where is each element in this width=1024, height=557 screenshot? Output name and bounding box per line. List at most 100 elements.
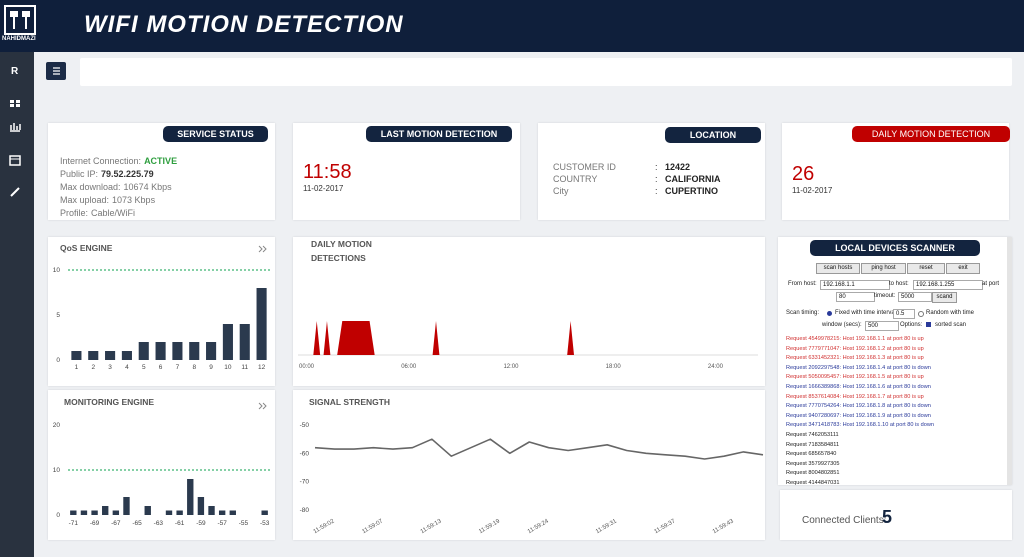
status-row: Max download: 10674 Kbps <box>60 182 172 192</box>
status-label: Public IP: <box>60 169 99 179</box>
scanner-button[interactable]: exit <box>946 263 980 274</box>
scanner-card: scan hosts ping host reset exit From host: 19… <box>778 237 1012 485</box>
scanner-button[interactable]: scan hosts <box>816 263 860 274</box>
bar <box>206 342 217 360</box>
y-tick-label: -50 <box>300 422 310 429</box>
location-label: COUNTRY <box>553 174 598 184</box>
x-tick-label: -65 <box>132 520 142 527</box>
bar <box>88 351 99 360</box>
port-input[interactable]: 80 <box>836 292 875 302</box>
sidebar-icons[interactable] <box>9 98 23 228</box>
host-input[interactable]: 192.168.1.1 <box>820 280 890 290</box>
bar <box>123 497 130 515</box>
log-line: Request 9407280697: Host 192.168.1.9 at … <box>786 412 931 419</box>
bar <box>187 479 194 515</box>
status-value: 10674 Kbps <box>123 182 172 192</box>
chart: 00:00 06:00 12:00 18:00 24:00 <box>298 321 758 370</box>
app-title: WIFI MOTION DETECTION <box>84 11 404 38</box>
chart-title: QoS ENGINE <box>60 243 113 253</box>
clients-value: 5 <box>882 507 893 527</box>
x-tick-label: 5 <box>142 364 146 371</box>
status-value: 79.52.225.79 <box>101 169 154 179</box>
bar <box>144 506 151 515</box>
logo-text: NAHIDMAZI <box>2 36 36 42</box>
status-row: Profile: Cable/WiFi <box>60 208 135 218</box>
log-line: Request 5050095457: Host 192.168.1.5 at … <box>786 374 924 381</box>
log-line: Request 7770754264: Host 192.168.1.8 at … <box>786 403 931 410</box>
collapse-icon[interactable] <box>258 245 268 253</box>
line <box>314 438 764 460</box>
y-tick-label: 5 <box>56 312 60 319</box>
x-tick-label: 11:59:24 <box>527 518 550 535</box>
bar <box>71 351 82 360</box>
x-tick-label: -71 <box>69 520 79 527</box>
checkbox[interactable] <box>926 322 931 327</box>
x-tick-label: 2 <box>91 364 95 371</box>
sidebar: R <box>0 52 34 557</box>
location-separator: : <box>655 162 658 172</box>
log-line: Request 8004802851 <box>786 470 840 477</box>
status-label: Profile: <box>60 208 89 218</box>
log-line: Request 6331452321: Host 192.168.1.3 at … <box>786 355 924 362</box>
form-label: at port <box>982 281 1000 287</box>
radio[interactable] <box>918 311 924 317</box>
log-line: Request 2092297548: Host 192.168.1.4 at … <box>786 364 931 371</box>
x-tick-label: 11:59:19 <box>478 518 501 535</box>
form-label: sorted scan <box>935 322 967 328</box>
status-label: Internet Connection: <box>60 156 142 166</box>
log-line: Request 685657840 <box>786 451 837 458</box>
menu-button[interactable] <box>46 62 66 80</box>
sidebar-letter[interactable]: R <box>11 66 19 77</box>
qos-card: QoS ENGINE 0 5 10 1 2 3 4 5 6 7 8 9 10 11 12 <box>48 237 275 386</box>
timeout-input[interactable]: 5000 <box>898 292 932 302</box>
chart-title: MONITORING ENGINE <box>64 397 155 407</box>
card-badge: LOCAL DEVICES SCANNER <box>810 240 980 256</box>
daily-motion-date: 11-02-2017 <box>792 186 833 195</box>
x-tick-label: -53 <box>260 520 270 527</box>
bar <box>91 510 98 515</box>
interval-input[interactable]: 0.5 <box>893 309 915 319</box>
last-motion-date: 11-02-2017 <box>303 184 344 193</box>
x-tick-label: -61 <box>175 520 185 527</box>
x-tick-label: 11:59:13 <box>420 518 443 535</box>
header: NAHIDMAZI WIFI MOTION DETECTION <box>0 0 1024 52</box>
status-label: Max download: <box>60 182 121 192</box>
y-tick-label: -60 <box>300 450 310 457</box>
log-line: Request 3579927305 <box>786 460 840 467</box>
x-tick-label: 11:59:43 <box>712 518 735 535</box>
y-tick-label: 0 <box>56 512 60 519</box>
window-input[interactable]: 500 <box>865 321 899 331</box>
location-value: 12422 <box>665 162 691 172</box>
scanner-button[interactable]: ping host <box>861 263 906 274</box>
monitoring-card: MONITORING ENGINE 0 10 20 -71 -69 -67 -65 -63 -6… <box>48 390 275 540</box>
scan-button[interactable]: scand <box>932 292 957 303</box>
x-tick-label: 18:00 <box>606 364 622 370</box>
scrollbar[interactable] <box>1007 237 1012 485</box>
x-tick-label: 11:59:31 <box>595 518 618 535</box>
scanner-button[interactable]: reset <box>907 263 945 274</box>
search-bar[interactable] <box>80 58 1012 86</box>
bar <box>197 497 205 515</box>
bar <box>105 351 116 360</box>
x-tick-label: 1 <box>75 364 79 371</box>
card-badge: LAST MOTION DETECTION <box>366 126 512 142</box>
bar <box>172 342 183 360</box>
log-line: Request 7779771047: Host 192.168.1.2 at … <box>786 345 924 352</box>
location-value: CUPERTINO <box>665 186 719 196</box>
x-tick-label: 11 <box>241 364 248 371</box>
x-tick-label: 7 <box>176 364 180 371</box>
x-tick-label: 9 <box>209 364 213 371</box>
x-tick-label: -55 <box>239 520 249 527</box>
x-tick-label: 11:59:07 <box>361 518 384 535</box>
radio[interactable] <box>827 311 832 316</box>
collapse-icon[interactable] <box>258 402 268 410</box>
last-motion-time: 11:58 <box>303 161 352 183</box>
location-separator: : <box>655 174 658 184</box>
host-input[interactable]: 192.168.1.255 <box>913 280 983 290</box>
form-label: window (secs): <box>822 322 862 328</box>
bar <box>80 510 88 515</box>
bar <box>112 510 120 515</box>
y-tick-label: 20 <box>53 422 61 429</box>
